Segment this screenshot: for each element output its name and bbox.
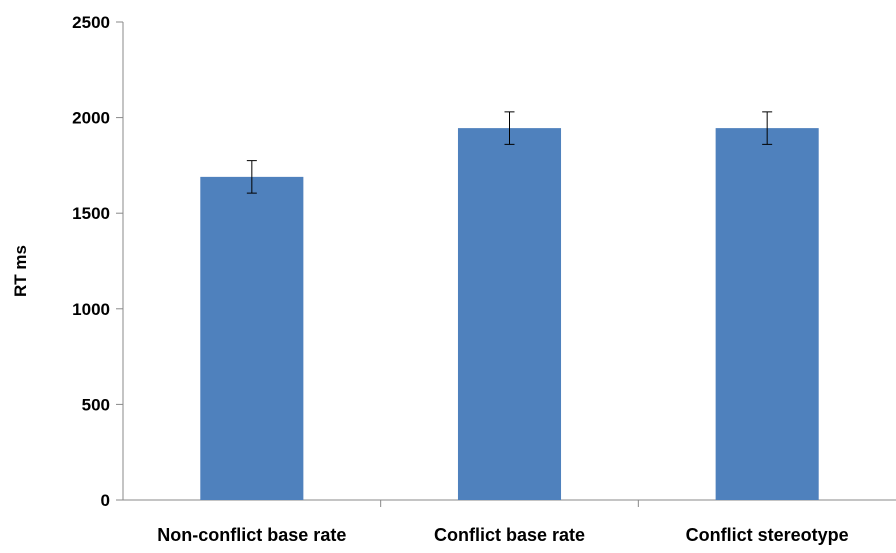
error-bar — [246, 160, 257, 194]
error-bar — [504, 111, 515, 145]
y-tick-label: 2500 — [72, 13, 110, 32]
bars — [200, 128, 819, 500]
y-tick-label: 2000 — [72, 109, 110, 128]
y-axis-title: RT ms — [11, 245, 30, 297]
bar — [715, 128, 819, 500]
y-ticks: 0 500 1000 1500 2000 2500 — [72, 13, 123, 510]
y-tick-label: 0 — [101, 491, 110, 510]
bar — [457, 128, 562, 500]
x-ticks — [380, 500, 639, 507]
y-tick-label: 1500 — [72, 204, 110, 223]
category-label: Non-conflict base rate — [157, 525, 346, 545]
y-tick-label: 1000 — [72, 300, 110, 319]
error-bars — [246, 111, 773, 194]
category-labels: Non-conflict base rate Conflict base rate… — [157, 525, 848, 545]
error-bar — [762, 111, 773, 145]
y-tick-label: 500 — [82, 395, 110, 414]
category-label: Conflict stereotype — [686, 525, 849, 545]
bar — [200, 176, 304, 500]
category-label: Conflict base rate — [434, 525, 585, 545]
